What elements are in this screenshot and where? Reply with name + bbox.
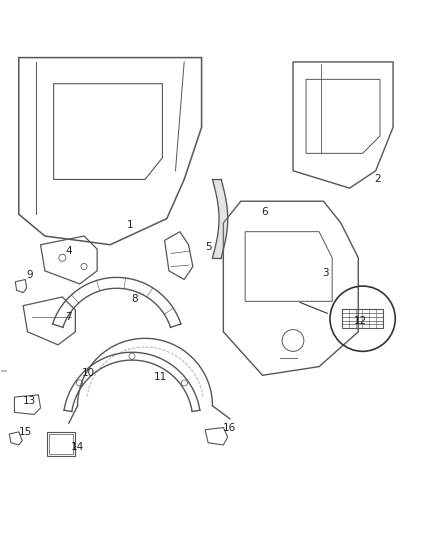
Text: 12: 12 [354, 316, 367, 326]
Text: 3: 3 [322, 268, 329, 278]
Text: 1: 1 [127, 220, 133, 230]
Text: 5: 5 [205, 242, 212, 252]
Text: 13: 13 [23, 397, 36, 407]
Text: 4: 4 [66, 246, 72, 256]
Text: 14: 14 [71, 442, 84, 452]
Bar [47, 432, 75, 456]
Text: 7: 7 [66, 312, 72, 321]
Text: 2: 2 [374, 174, 381, 184]
Text: 9: 9 [26, 270, 33, 280]
Text: 15: 15 [19, 427, 32, 437]
Text: 10: 10 [82, 368, 95, 378]
Text: 11: 11 [154, 373, 167, 383]
Text: 16: 16 [223, 423, 237, 433]
Bar [49, 434, 73, 454]
Text: 8: 8 [131, 294, 138, 304]
Text: 6: 6 [261, 207, 268, 217]
